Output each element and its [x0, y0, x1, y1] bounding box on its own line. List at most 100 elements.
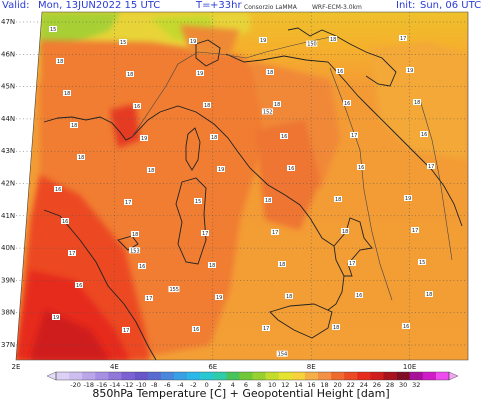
- lat-label: 41N: [1, 212, 15, 220]
- temp-label-bg: [124, 199, 132, 205]
- temp-label-bg: [413, 99, 421, 105]
- colorbar-swatch: [409, 372, 424, 380]
- temp-label: 18: [204, 103, 210, 109]
- temp-label: 18: [209, 263, 215, 269]
- colorbar-swatch: [291, 372, 306, 380]
- temp-label: 16: [344, 101, 350, 107]
- temp-label-bg: [404, 195, 412, 201]
- temp-label: 18: [330, 37, 336, 43]
- colorbar-tick: -4: [177, 381, 183, 389]
- colorbar-swatch: [213, 372, 227, 380]
- temp-label: 15: [195, 199, 201, 205]
- colorbar-swatch: [134, 372, 148, 380]
- temp-label-bg: [215, 294, 223, 300]
- colorbar-tick: -18: [83, 381, 94, 389]
- temp-label-bg: [357, 164, 365, 170]
- colorbar-swatch: [226, 372, 240, 380]
- graticule: 47N 46N 45N 44N 43N 42N 41N 40N 39N 38N 37N 2E 4E 6E 8…: [1, 12, 468, 371]
- lake-outline: [195, 39, 221, 67]
- temp-label: 18: [342, 229, 348, 235]
- temp-label: 19: [407, 68, 413, 74]
- temp-label: 16: [134, 104, 140, 110]
- temp-label: 19: [216, 295, 222, 301]
- temp-label-bg: [355, 292, 363, 298]
- temp-label-bg: [217, 166, 225, 172]
- temp-label: 16: [288, 166, 294, 172]
- temp-label-bg: [140, 135, 148, 141]
- colorbar-tick: -2: [190, 381, 196, 389]
- balkan-coast: [287, 27, 397, 87]
- colorbar-tick: 20: [334, 381, 342, 389]
- alps-border: [131, 35, 337, 138]
- colorbar-tick: 32: [412, 381, 420, 389]
- lon-label: 2E: [12, 363, 21, 371]
- colorbar-swatch: [435, 372, 450, 380]
- temp-label: 18: [127, 72, 133, 78]
- temp-label: 18: [274, 102, 280, 108]
- balearic: [117, 235, 139, 251]
- colorbar-min-arrow: [46, 371, 57, 381]
- temp-label: 18: [333, 325, 339, 331]
- france-coast: [43, 116, 133, 141]
- temp-label: 19: [141, 136, 147, 142]
- temp-label: 15: [419, 260, 425, 266]
- temp-label-bg: [63, 90, 71, 96]
- colorbar-tick: 26: [373, 381, 381, 389]
- temp-label: 15: [120, 40, 126, 46]
- temp-label: 18: [132, 232, 138, 238]
- temp-label: 16: [281, 134, 287, 140]
- temp-label: 17: [349, 261, 355, 267]
- temp-label: 19: [218, 167, 224, 173]
- temp-label-bg: [418, 259, 426, 265]
- temp-label: 17: [69, 251, 75, 257]
- height-label: 155: [169, 287, 179, 293]
- colorbar-tick: 18: [320, 381, 328, 389]
- temp-label: 18: [265, 198, 271, 204]
- height-label: 152: [263, 109, 273, 115]
- colorbar-swatch: [304, 372, 319, 380]
- temp-label-bg: [201, 230, 209, 236]
- height-labels: 153153152152152150155154152153: [129, 40, 318, 358]
- temp-label: 17: [400, 36, 406, 42]
- colorbar-tick: 8: [257, 381, 261, 389]
- lon-label: 10E: [403, 363, 416, 371]
- agency-name: Consorzio LaMMA: [244, 4, 297, 11]
- temp-label-bg: [273, 101, 281, 107]
- temp-label-bg: [287, 165, 295, 171]
- colorbar-swatch: [95, 372, 109, 380]
- temp-label: 17: [125, 200, 131, 206]
- temp-label-bg: [343, 100, 351, 106]
- temp-label-bg: [271, 229, 279, 235]
- temp-label-bg: [203, 102, 211, 108]
- colorbar-tick: 4: [231, 381, 235, 389]
- temp-label: 16: [337, 69, 343, 75]
- colorbar-tick: -8: [151, 381, 157, 389]
- temp-label-bg: [350, 132, 358, 138]
- temp-label: 18: [78, 155, 84, 161]
- colorbar-tick: 22: [347, 381, 355, 389]
- temp-label-bg: [264, 197, 272, 203]
- colorbar-swatch: [422, 372, 437, 380]
- temp-label: 18: [211, 135, 217, 141]
- init-time: Sun, 06 UTC: [420, 0, 482, 11]
- italy-coast: [131, 105, 373, 311]
- colorbar-frame: [55, 371, 450, 381]
- temp-label: 17: [412, 228, 418, 234]
- sardinia: [175, 177, 207, 265]
- temp-label-bg: [285, 293, 293, 299]
- colorbar-swatch: [160, 372, 175, 380]
- colorbar-tick: 16: [307, 381, 315, 389]
- temp-label: 19: [405, 196, 411, 202]
- model-name: WRF-ECM-3.0km: [312, 4, 362, 11]
- temp-label: 16: [62, 219, 68, 225]
- temp-label: 19: [197, 71, 203, 77]
- lat-label: 45N: [1, 83, 15, 91]
- colorbar-tick: 14: [294, 381, 302, 389]
- temp-label: 19: [53, 315, 59, 321]
- temp-label-bg: [126, 71, 134, 77]
- balkan-border: [329, 67, 393, 301]
- temp-label-bg: [329, 36, 337, 42]
- temp-label-bg: [77, 154, 85, 160]
- temp-label-bg: [266, 69, 274, 75]
